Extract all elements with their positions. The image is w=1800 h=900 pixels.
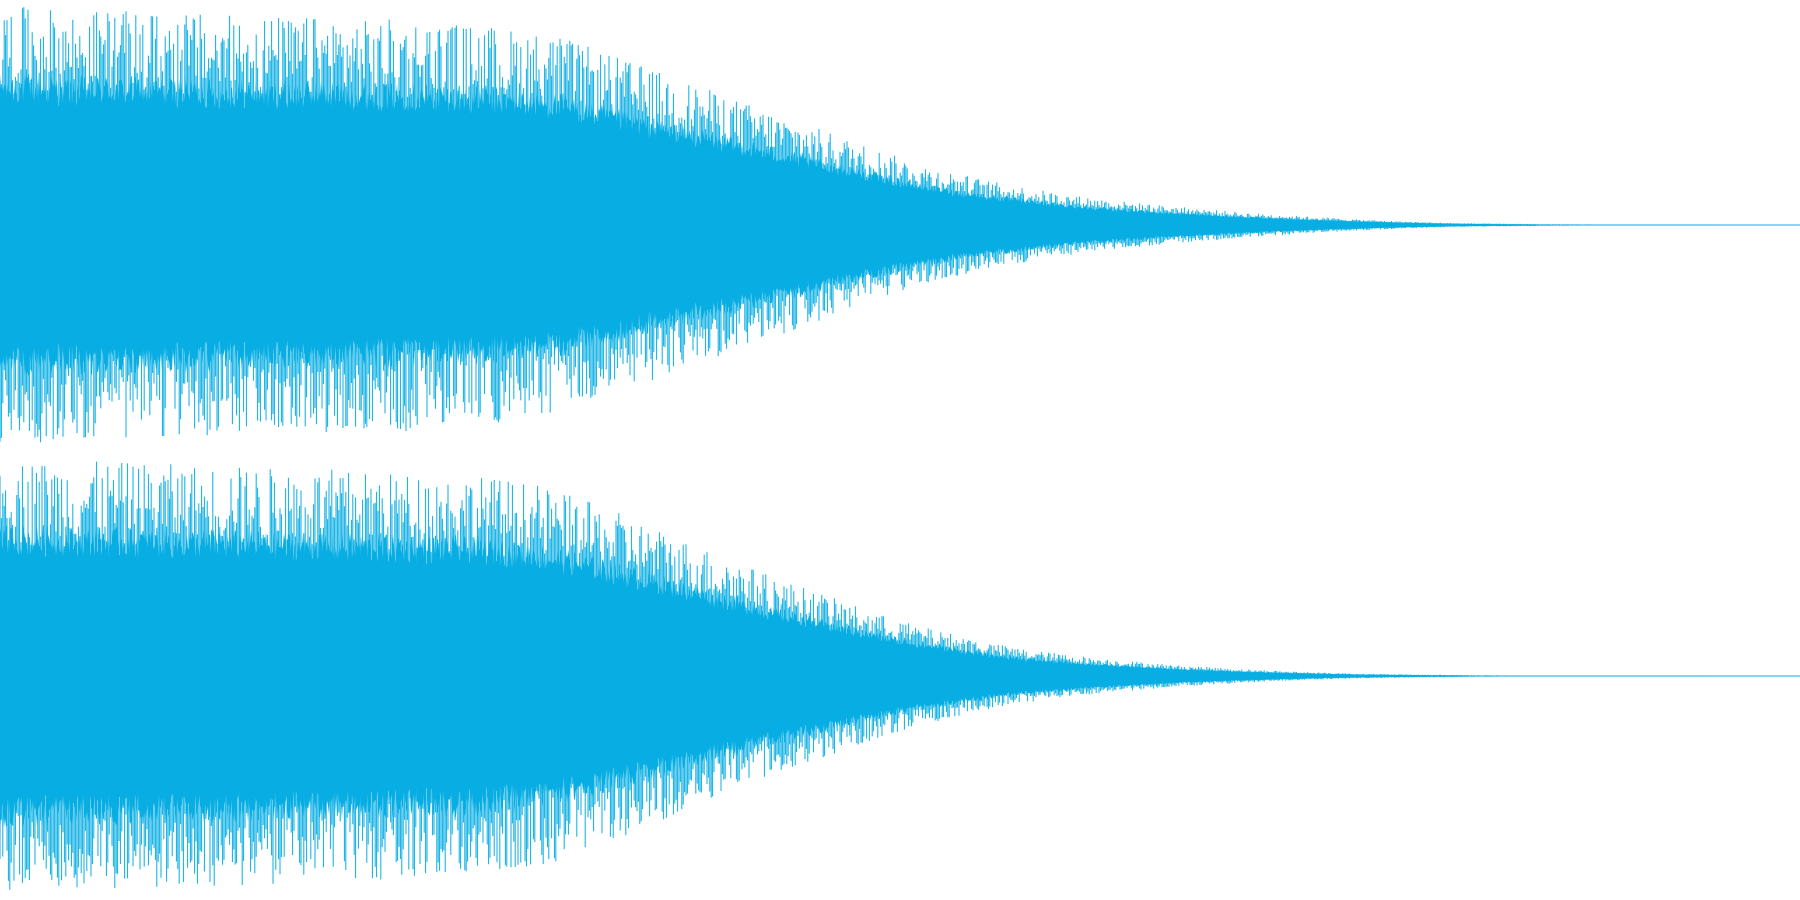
waveform-channel-2 — [0, 461, 1800, 890]
channel-start-marker — [0, 221, 8, 229]
waveform-peaks — [0, 461, 1706, 890]
waveform-peaks — [0, 7, 1719, 443]
waveform-channel-1 — [0, 7, 1800, 443]
channel-start-marker — [0, 672, 8, 680]
